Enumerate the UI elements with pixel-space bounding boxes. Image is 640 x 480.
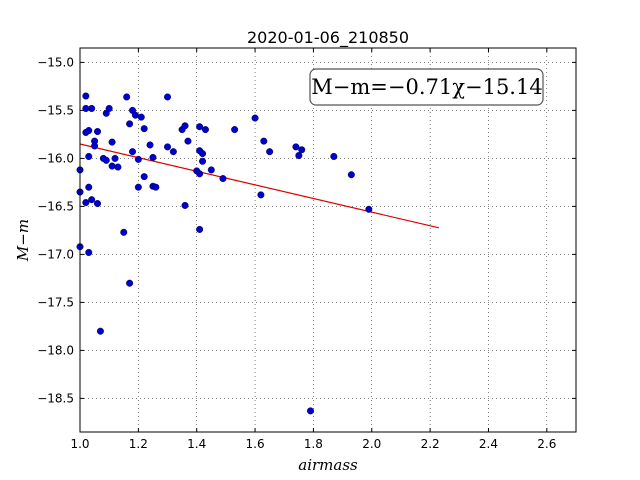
ticks (79, 48, 576, 432)
data-point (152, 183, 160, 191)
plot-frame (79, 47, 577, 433)
data-point (146, 141, 154, 149)
data-point (94, 128, 102, 136)
y-tick-label: −15.0 (37, 55, 74, 69)
y-tick-labels: −15.0 −15.5 −16.0 −16.5 −17.0 −17.5 −18.0 −18.5 (37, 55, 74, 405)
data-point (105, 104, 113, 112)
data-point (94, 200, 102, 208)
data-point (330, 152, 338, 160)
x-tick-label: 2.6 (537, 437, 556, 451)
x-tick-labels: 1.0 1.2 1.4 1.6 1.8 2.0 2.2 2.4 2.6 (70, 437, 556, 451)
data-point (137, 113, 145, 121)
data-point (82, 199, 90, 207)
x-tick-label: 1.0 (70, 437, 89, 451)
x-tick-label: 2.0 (362, 437, 381, 451)
y-axis-label: M−m (14, 219, 32, 262)
data-point (134, 155, 142, 163)
chart-title: 2020-01-06_210850 (247, 28, 409, 48)
data-point (196, 225, 204, 233)
data-point (88, 196, 96, 204)
data-point (199, 150, 207, 158)
x-tick-label: 1.8 (304, 437, 323, 451)
x-tick-label: 1.6 (246, 437, 265, 451)
y-tick-label: −15.5 (37, 103, 74, 117)
data-point (129, 148, 137, 156)
data-point (260, 137, 268, 145)
x-axis-label: airmass (298, 456, 358, 474)
data-point (91, 142, 99, 150)
data-point (257, 191, 265, 199)
data-point (266, 148, 274, 156)
plot-area (80, 48, 576, 432)
y-tick-label: −16.5 (37, 199, 74, 213)
data-point (140, 173, 148, 181)
data-point (85, 152, 93, 160)
fit-equation: M−m=−0.71χ−15.14 (311, 75, 542, 99)
data-point (140, 125, 148, 133)
data-point (126, 120, 134, 128)
data-point (199, 157, 207, 165)
x-tick-label: 2.4 (479, 437, 498, 451)
data-point (365, 205, 373, 213)
data-point (295, 152, 303, 160)
annotation-box (309, 68, 544, 106)
data-point (292, 143, 300, 151)
data-point (298, 146, 306, 154)
data-point (231, 126, 239, 134)
data-point (196, 170, 204, 178)
data-point (108, 138, 116, 146)
data-point (96, 327, 104, 335)
data-point (164, 143, 172, 151)
data-point (149, 153, 157, 161)
data-point (111, 154, 119, 162)
data-point (219, 175, 227, 183)
data-point (181, 122, 189, 130)
data-point (123, 93, 131, 101)
data-points (76, 92, 393, 415)
data-point (196, 123, 204, 131)
fit-annotation: M−m=−0.71χ−15.14 (309, 68, 544, 106)
y-tick-label: −17.5 (37, 295, 74, 309)
data-point (88, 104, 96, 112)
data-point (131, 111, 139, 119)
y-tick-label: −18.5 (37, 391, 74, 405)
grid (79, 48, 576, 432)
data-point (82, 92, 90, 100)
data-point (102, 156, 110, 164)
data-point (85, 183, 93, 191)
data-point (164, 93, 172, 101)
data-point (207, 166, 215, 174)
data-point (108, 162, 116, 170)
data-point (251, 114, 259, 122)
x-tick-label: 2.2 (421, 437, 440, 451)
data-point (181, 201, 189, 209)
data-point (114, 163, 122, 171)
x-tick-label: 1.2 (129, 437, 148, 451)
y-tick-label: −18.0 (37, 343, 74, 357)
y-tick-label: −17.0 (37, 247, 74, 261)
data-point (126, 279, 134, 287)
data-point (306, 407, 314, 415)
data-point (201, 126, 209, 134)
x-tick-label: 1.4 (187, 437, 206, 451)
data-point (169, 148, 177, 156)
y-tick-label: −16.0 (37, 151, 74, 165)
data-point (120, 228, 128, 236)
data-point (85, 248, 93, 256)
data-point (85, 127, 93, 135)
data-point (347, 171, 355, 179)
data-point (134, 183, 142, 191)
data-point (184, 137, 192, 145)
